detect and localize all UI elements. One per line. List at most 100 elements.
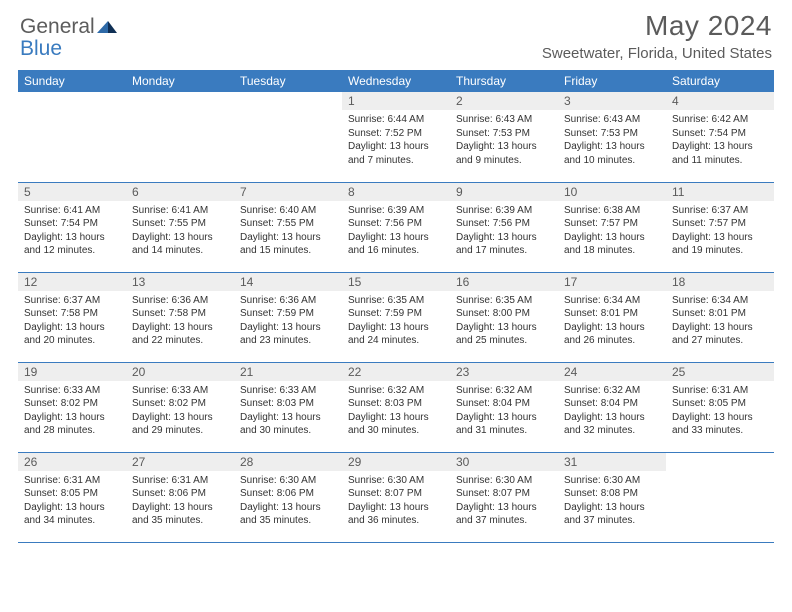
day-details: Sunrise: 6:36 AMSunset: 7:58 PMDaylight:… bbox=[126, 291, 234, 352]
day-number: 3 bbox=[558, 92, 666, 110]
day-details: Sunrise: 6:32 AMSunset: 8:04 PMDaylight:… bbox=[450, 381, 558, 442]
calendar-day-cell: 12Sunrise: 6:37 AMSunset: 7:58 PMDayligh… bbox=[18, 272, 126, 362]
day-number: 15 bbox=[342, 273, 450, 291]
day-number: 22 bbox=[342, 363, 450, 381]
day-details: Sunrise: 6:44 AMSunset: 7:52 PMDaylight:… bbox=[342, 110, 450, 171]
calendar-day-cell: 13Sunrise: 6:36 AMSunset: 7:58 PMDayligh… bbox=[126, 272, 234, 362]
calendar-page: GeneralBlue May 2024 Sweetwater, Florida… bbox=[0, 0, 792, 553]
brand-part1: General bbox=[20, 15, 95, 38]
calendar-day-cell: 5Sunrise: 6:41 AMSunset: 7:54 PMDaylight… bbox=[18, 182, 126, 272]
weekday-header: Wednesday bbox=[342, 70, 450, 92]
day-details: Sunrise: 6:41 AMSunset: 7:55 PMDaylight:… bbox=[126, 201, 234, 262]
weekday-header: Tuesday bbox=[234, 70, 342, 92]
day-details: Sunrise: 6:43 AMSunset: 7:53 PMDaylight:… bbox=[450, 110, 558, 171]
day-number: 8 bbox=[342, 183, 450, 201]
calendar-day-cell: 9Sunrise: 6:39 AMSunset: 7:56 PMDaylight… bbox=[450, 182, 558, 272]
day-number: 20 bbox=[126, 363, 234, 381]
calendar-day-cell: 20Sunrise: 6:33 AMSunset: 8:02 PMDayligh… bbox=[126, 362, 234, 452]
calendar-day-cell: 22Sunrise: 6:32 AMSunset: 8:03 PMDayligh… bbox=[342, 362, 450, 452]
day-number: 18 bbox=[666, 273, 774, 291]
day-details: Sunrise: 6:33 AMSunset: 8:02 PMDaylight:… bbox=[126, 381, 234, 442]
day-number: 19 bbox=[18, 363, 126, 381]
weekday-header: Monday bbox=[126, 70, 234, 92]
day-number: 7 bbox=[234, 183, 342, 201]
calendar-week-row: 19Sunrise: 6:33 AMSunset: 8:02 PMDayligh… bbox=[18, 362, 774, 452]
day-number: 29 bbox=[342, 453, 450, 471]
day-details: Sunrise: 6:30 AMSunset: 8:07 PMDaylight:… bbox=[450, 471, 558, 532]
calendar-day-cell: 15Sunrise: 6:35 AMSunset: 7:59 PMDayligh… bbox=[342, 272, 450, 362]
day-details: Sunrise: 6:43 AMSunset: 7:53 PMDaylight:… bbox=[558, 110, 666, 171]
day-number: 4 bbox=[666, 92, 774, 110]
day-details: Sunrise: 6:34 AMSunset: 8:01 PMDaylight:… bbox=[558, 291, 666, 352]
calendar-empty-cell bbox=[234, 92, 342, 182]
day-details: Sunrise: 6:33 AMSunset: 8:03 PMDaylight:… bbox=[234, 381, 342, 442]
day-details: Sunrise: 6:32 AMSunset: 8:03 PMDaylight:… bbox=[342, 381, 450, 442]
day-number: 27 bbox=[126, 453, 234, 471]
day-number: 9 bbox=[450, 183, 558, 201]
calendar-day-cell: 14Sunrise: 6:36 AMSunset: 7:59 PMDayligh… bbox=[234, 272, 342, 362]
calendar-table: SundayMondayTuesdayWednesdayThursdayFrid… bbox=[18, 70, 774, 543]
calendar-empty-cell bbox=[126, 92, 234, 182]
day-number: 28 bbox=[234, 453, 342, 471]
day-number: 11 bbox=[666, 183, 774, 201]
day-number: 24 bbox=[558, 363, 666, 381]
title-block: May 2024 Sweetwater, Florida, United Sta… bbox=[542, 10, 772, 62]
calendar-day-cell: 4Sunrise: 6:42 AMSunset: 7:54 PMDaylight… bbox=[666, 92, 774, 182]
day-number: 21 bbox=[234, 363, 342, 381]
calendar-day-cell: 31Sunrise: 6:30 AMSunset: 8:08 PMDayligh… bbox=[558, 452, 666, 542]
calendar-day-cell: 3Sunrise: 6:43 AMSunset: 7:53 PMDaylight… bbox=[558, 92, 666, 182]
day-details: Sunrise: 6:35 AMSunset: 7:59 PMDaylight:… bbox=[342, 291, 450, 352]
day-number: 25 bbox=[666, 363, 774, 381]
day-number: 17 bbox=[558, 273, 666, 291]
calendar-week-row: 1Sunrise: 6:44 AMSunset: 7:52 PMDaylight… bbox=[18, 92, 774, 182]
calendar-day-cell: 23Sunrise: 6:32 AMSunset: 8:04 PMDayligh… bbox=[450, 362, 558, 452]
day-number: 13 bbox=[126, 273, 234, 291]
calendar-day-cell: 24Sunrise: 6:32 AMSunset: 8:04 PMDayligh… bbox=[558, 362, 666, 452]
location-text: Sweetwater, Florida, United States bbox=[542, 45, 772, 62]
day-details: Sunrise: 6:30 AMSunset: 8:08 PMDaylight:… bbox=[558, 471, 666, 532]
calendar-week-row: 5Sunrise: 6:41 AMSunset: 7:54 PMDaylight… bbox=[18, 182, 774, 272]
month-title: May 2024 bbox=[542, 10, 772, 42]
calendar-day-cell: 2Sunrise: 6:43 AMSunset: 7:53 PMDaylight… bbox=[450, 92, 558, 182]
day-details: Sunrise: 6:39 AMSunset: 7:56 PMDaylight:… bbox=[342, 201, 450, 262]
day-number: 1 bbox=[342, 92, 450, 110]
day-details: Sunrise: 6:34 AMSunset: 8:01 PMDaylight:… bbox=[666, 291, 774, 352]
brand-mark-icon bbox=[97, 16, 117, 30]
calendar-day-cell: 1Sunrise: 6:44 AMSunset: 7:52 PMDaylight… bbox=[342, 92, 450, 182]
day-details: Sunrise: 6:37 AMSunset: 7:58 PMDaylight:… bbox=[18, 291, 126, 352]
calendar-day-cell: 19Sunrise: 6:33 AMSunset: 8:02 PMDayligh… bbox=[18, 362, 126, 452]
calendar-day-cell: 18Sunrise: 6:34 AMSunset: 8:01 PMDayligh… bbox=[666, 272, 774, 362]
calendar-day-cell: 21Sunrise: 6:33 AMSunset: 8:03 PMDayligh… bbox=[234, 362, 342, 452]
calendar-day-cell: 25Sunrise: 6:31 AMSunset: 8:05 PMDayligh… bbox=[666, 362, 774, 452]
calendar-day-cell: 26Sunrise: 6:31 AMSunset: 8:05 PMDayligh… bbox=[18, 452, 126, 542]
calendar-day-cell: 10Sunrise: 6:38 AMSunset: 7:57 PMDayligh… bbox=[558, 182, 666, 272]
day-details: Sunrise: 6:31 AMSunset: 8:05 PMDaylight:… bbox=[666, 381, 774, 442]
brand-part2: Blue bbox=[20, 37, 62, 60]
day-details: Sunrise: 6:42 AMSunset: 7:54 PMDaylight:… bbox=[666, 110, 774, 171]
calendar-week-row: 12Sunrise: 6:37 AMSunset: 7:58 PMDayligh… bbox=[18, 272, 774, 362]
day-number: 14 bbox=[234, 273, 342, 291]
day-details: Sunrise: 6:30 AMSunset: 8:07 PMDaylight:… bbox=[342, 471, 450, 532]
calendar-day-cell: 7Sunrise: 6:40 AMSunset: 7:55 PMDaylight… bbox=[234, 182, 342, 272]
day-details: Sunrise: 6:39 AMSunset: 7:56 PMDaylight:… bbox=[450, 201, 558, 262]
calendar-day-cell: 27Sunrise: 6:31 AMSunset: 8:06 PMDayligh… bbox=[126, 452, 234, 542]
day-details: Sunrise: 6:31 AMSunset: 8:06 PMDaylight:… bbox=[126, 471, 234, 532]
calendar-day-cell: 17Sunrise: 6:34 AMSunset: 8:01 PMDayligh… bbox=[558, 272, 666, 362]
day-details: Sunrise: 6:31 AMSunset: 8:05 PMDaylight:… bbox=[18, 471, 126, 532]
brand-logo: GeneralBlue bbox=[20, 10, 118, 60]
calendar-empty-cell bbox=[666, 452, 774, 542]
weekday-header: Friday bbox=[558, 70, 666, 92]
day-details: Sunrise: 6:36 AMSunset: 7:59 PMDaylight:… bbox=[234, 291, 342, 352]
day-details: Sunrise: 6:37 AMSunset: 7:57 PMDaylight:… bbox=[666, 201, 774, 262]
day-details: Sunrise: 6:33 AMSunset: 8:02 PMDaylight:… bbox=[18, 381, 126, 442]
calendar-day-cell: 29Sunrise: 6:30 AMSunset: 8:07 PMDayligh… bbox=[342, 452, 450, 542]
day-number: 23 bbox=[450, 363, 558, 381]
calendar-day-cell: 8Sunrise: 6:39 AMSunset: 7:56 PMDaylight… bbox=[342, 182, 450, 272]
calendar-day-cell: 28Sunrise: 6:30 AMSunset: 8:06 PMDayligh… bbox=[234, 452, 342, 542]
day-number: 31 bbox=[558, 453, 666, 471]
day-details: Sunrise: 6:38 AMSunset: 7:57 PMDaylight:… bbox=[558, 201, 666, 262]
page-header: GeneralBlue May 2024 Sweetwater, Florida… bbox=[18, 6, 774, 64]
calendar-day-cell: 16Sunrise: 6:35 AMSunset: 8:00 PMDayligh… bbox=[450, 272, 558, 362]
day-details: Sunrise: 6:30 AMSunset: 8:06 PMDaylight:… bbox=[234, 471, 342, 532]
day-number: 6 bbox=[126, 183, 234, 201]
